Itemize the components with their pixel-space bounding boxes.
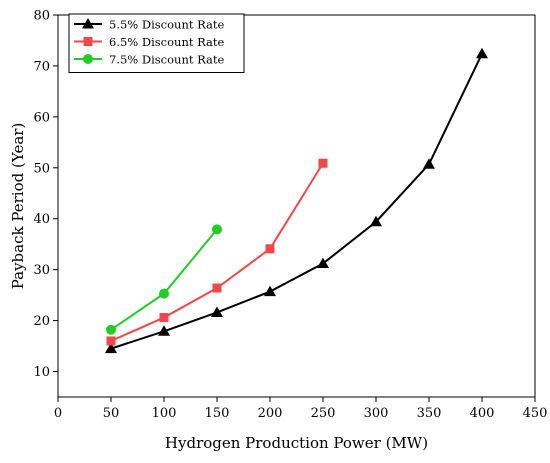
x-tick-label: 0 — [54, 406, 62, 421]
legend-label: 7.5% Discount Rate — [109, 53, 225, 67]
data-point — [370, 215, 382, 227]
data-point — [318, 158, 328, 168]
x-tick-label: 200 — [258, 406, 283, 421]
legend: 5.5% Discount Rate 6.5% Discount Rate 7.5%… — [68, 13, 245, 73]
y-tick-label: 70 — [33, 59, 50, 74]
y-tick-label: 50 — [33, 161, 50, 176]
legend-entry-1: 5.5% Discount Rate — [74, 18, 225, 32]
data-point — [265, 244, 275, 254]
data-point — [317, 257, 329, 269]
series-line — [110, 53, 483, 350]
data-point — [211, 306, 223, 317]
plot-area — [57, 14, 536, 398]
y-tick-label: 20 — [33, 314, 50, 329]
data-point — [476, 47, 488, 59]
x-tick-label: 50 — [103, 406, 120, 421]
data-point — [159, 288, 169, 299]
data-point — [105, 342, 117, 354]
legend-label: 5.5% Discount Rate — [109, 18, 225, 32]
y-axis-title: Payback Period (Year) — [9, 123, 27, 290]
data-point — [106, 324, 116, 335]
data-point — [159, 313, 169, 323]
x-tick-label: 150 — [205, 406, 230, 421]
axes-layer: 0 50 100 150 200 250 300 350 400 450 10 20 30 40 50 60 7… — [33, 9, 547, 422]
y-tick-label: 80 — [33, 9, 50, 24]
x-tick-label: 350 — [417, 406, 442, 421]
x-tick-label: 300 — [364, 406, 389, 421]
series-2 — [106, 158, 328, 346]
legend-marker — [83, 37, 93, 46]
x-tick-label: 450 — [523, 406, 548, 421]
y-tick-label: 60 — [33, 110, 50, 125]
legend-entry-2: 6.5% Discount Rate — [74, 35, 225, 49]
x-tick-label: 400 — [470, 406, 495, 421]
x-axis-title: Hydrogen Production Power (MW) — [165, 434, 428, 452]
y-tick-label: 40 — [33, 212, 50, 227]
y-tick-label: 30 — [33, 263, 50, 278]
x-tick-label: 250 — [311, 406, 336, 421]
legend-marker — [83, 54, 93, 64]
data-point — [158, 325, 170, 336]
data-point — [212, 283, 222, 293]
data-point — [264, 285, 276, 297]
data-point — [212, 224, 222, 235]
plot-frame — [57, 14, 536, 398]
y-tick-label: 10 — [33, 365, 50, 380]
x-tick-label: 100 — [152, 406, 177, 421]
series-3 — [106, 224, 222, 335]
legend-marker — [82, 18, 94, 29]
series-1 — [105, 47, 488, 354]
data-point — [106, 336, 116, 346]
legend-label: 6.5% Discount Rate — [109, 35, 225, 49]
legend-entry-3: 7.5% Discount Rate — [74, 53, 225, 67]
data-point — [423, 158, 435, 169]
series-layer — [105, 47, 488, 354]
